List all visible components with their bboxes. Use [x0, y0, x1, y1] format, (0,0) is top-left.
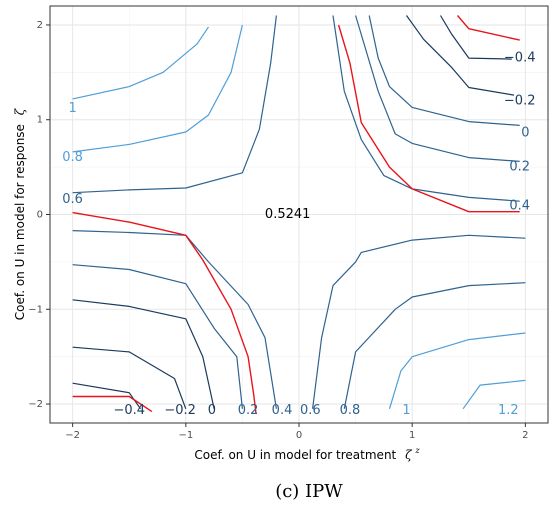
x-axis-title: Coef. on U in model for treatment ζ z: [194, 446, 420, 462]
contour-label: 0.8: [62, 150, 83, 165]
contour-line-highlight: [337, 24, 520, 213]
contour-line: [406, 15, 515, 96]
contour-label: 0.2: [509, 160, 530, 175]
contour-lines: [72, 15, 526, 414]
contour-label: 0: [521, 125, 529, 140]
x-tick-label: 0: [296, 430, 302, 441]
contour-line: [72, 299, 215, 409]
y-tick-label: 0: [37, 210, 43, 221]
grid-lines: [50, 6, 548, 423]
x-tick-label: 2: [522, 430, 528, 441]
contour-labels: 1 0.8 0.6 0.4 0.2 0 −0.2 −0.4 −0.4 −0.2 0 0.2 0.4 0.6…: [62, 51, 535, 419]
contour-line: [462, 379, 526, 410]
x-tick-label: −1: [178, 430, 193, 441]
contour-label: −0.2: [504, 93, 536, 108]
contour-line: [343, 282, 526, 409]
contour-line: [72, 382, 141, 410]
plot-panel: 1 0.8 0.6 0.4 0.2 0 −0.2 −0.4 −0.4 −0.2 0 0.2 0.4 0.6…: [49, 5, 549, 424]
contour-label: 0.4: [509, 198, 530, 213]
center-value-label: 0.5241: [265, 207, 311, 222]
contour-line-highlight: [456, 15, 520, 41]
contour-line: [72, 26, 209, 100]
contour-label: 1: [68, 101, 76, 116]
x-axis-ticks: −2 −1 0 1 2: [65, 423, 529, 441]
contour-label: 1.2: [498, 403, 519, 418]
contour-line: [72, 346, 187, 410]
y-tick-label: 1: [37, 115, 43, 126]
contour-label: 0: [208, 403, 216, 418]
contour-line: [368, 15, 520, 126]
y-tick-label: −2: [28, 399, 43, 410]
y-tick-label: 2: [37, 20, 43, 31]
y-tick-label: −1: [28, 304, 43, 315]
contour-label: 0.2: [238, 403, 259, 418]
contour-label: 0.6: [300, 403, 321, 418]
x-tick-label: 1: [409, 430, 415, 441]
contour-label: 0.6: [62, 192, 83, 207]
contour-line: [388, 332, 526, 409]
x-axis-title-superscript: z: [414, 446, 420, 455]
contour-line: [332, 15, 520, 202]
contour-label: 0.8: [340, 403, 361, 418]
x-axis-title-text: Coef. on U in model for treatment: [194, 448, 396, 462]
figure-caption: (c) IPW: [275, 481, 343, 502]
contour-label: −0.4: [113, 403, 145, 418]
contour-label: 1: [402, 403, 410, 418]
contour-line: [72, 264, 243, 409]
contour-line: [355, 15, 520, 162]
contour-line: [439, 15, 512, 60]
x-axis-title-symbol: ζ: [405, 448, 413, 462]
y-axis-title-symbol: ζ: [13, 107, 27, 115]
contour-label: −0.2: [164, 403, 196, 418]
contour-line: [312, 234, 526, 409]
contour-label: −0.4: [504, 51, 536, 66]
contour-label: 0.4: [272, 403, 293, 418]
contour-line: [72, 15, 277, 194]
contour-line: [72, 24, 243, 153]
contour-line: [72, 230, 277, 409]
contour-line-highlight: [72, 395, 153, 413]
y-axis-title-text: Coef. on U in model for response: [13, 124, 27, 320]
y-axis-title: Coef. on U in model for response ζ: [13, 107, 27, 320]
y-axis-ticks: −2 −1 0 1 2: [28, 20, 50, 410]
contour-line-highlight: [72, 211, 257, 414]
x-tick-label: −2: [65, 430, 80, 441]
